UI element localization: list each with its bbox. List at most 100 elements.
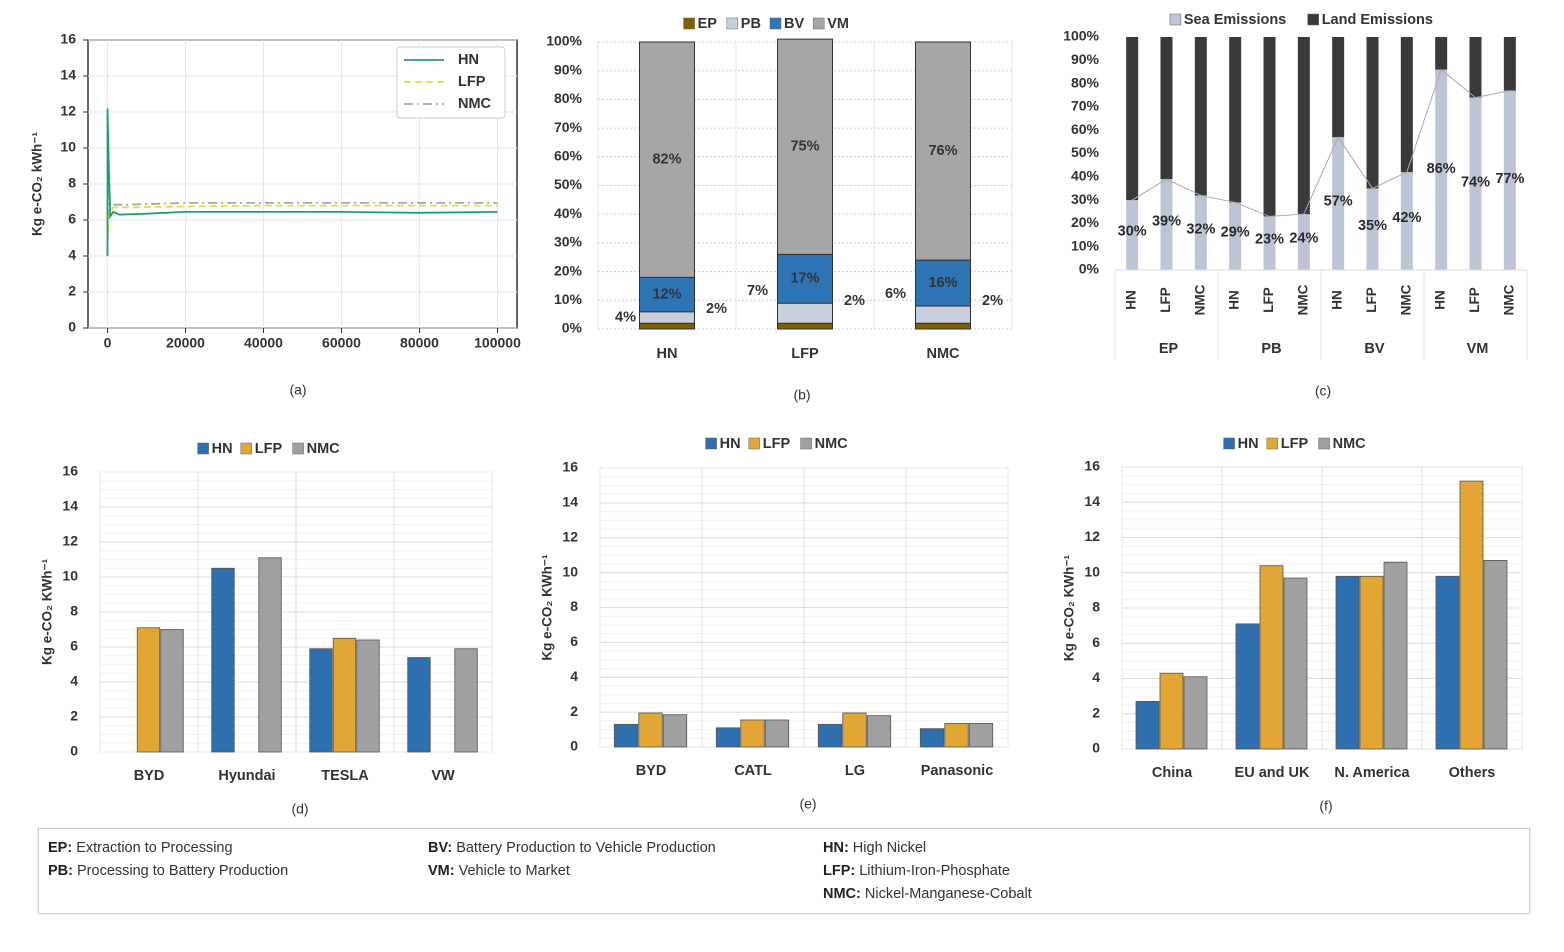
abbreviation-item: PB: Processing to Battery Production <box>48 863 289 879</box>
bar-hn <box>613 723 639 748</box>
legend-label: LFP <box>1281 436 1309 452</box>
bar-hn <box>407 657 431 753</box>
bar-lfp <box>332 637 357 753</box>
panel-caption: (f) <box>1319 798 1332 814</box>
y-tick-label: 14 <box>60 67 76 83</box>
group-label: PB <box>1261 341 1281 357</box>
y-tick-label: 100% <box>546 33 582 49</box>
y-tick-label: 10 <box>60 139 76 155</box>
y-tick-label: 0 <box>70 743 78 759</box>
bar-land-emissions <box>1366 37 1379 189</box>
abbreviation-column: BV: Battery Production to Vehicle Produc… <box>428 837 716 883</box>
x-tick-label: CATL <box>734 763 772 779</box>
y-tick-label: 10 <box>1084 563 1100 579</box>
data-label: 74% <box>1461 174 1490 190</box>
bar-hn <box>1435 575 1460 750</box>
y-tick-label: 30% <box>554 234 583 250</box>
panel-caption: (a) <box>289 382 306 398</box>
y-tick-label: 60% <box>554 148 583 164</box>
legend-label: LFP <box>763 436 791 452</box>
legend-swatch <box>748 437 761 450</box>
legend-item: VM <box>812 16 849 32</box>
y-tick-label: 70% <box>554 119 583 135</box>
bar-bv <box>915 259 971 307</box>
legend-swatch <box>1318 437 1330 450</box>
y-tick-label: 4 <box>70 673 78 689</box>
x-tick-label: Others <box>1449 765 1496 781</box>
abbreviation-item: LFP: Lithium-Iron-Phosphate <box>823 863 1010 879</box>
legend-label: NMC <box>307 441 341 457</box>
abbreviation-column: HN: High Nickel LFP: Lithium-Iron-Phosph… <box>823 837 1032 906</box>
series-line-hn <box>106 108 498 256</box>
data-label: 23% <box>1255 231 1284 247</box>
legend-swatch <box>1169 13 1182 26</box>
y-tick-label: 2 <box>68 283 76 299</box>
bar-pb <box>915 305 971 324</box>
data-label: 76% <box>928 143 957 159</box>
legend-item: NMC <box>1318 436 1366 452</box>
x-tick-label: LFP <box>1158 287 1173 313</box>
data-label: 32% <box>1186 221 1215 237</box>
y-axis-label: Kg e-CO₂ KWh⁻¹ <box>1062 554 1077 661</box>
x-tick-label: LG <box>845 763 865 779</box>
legend-swatch <box>240 442 253 455</box>
data-label: 86% <box>1427 161 1456 177</box>
bar-vm <box>915 41 971 261</box>
bar-ep <box>639 322 695 330</box>
y-tick-label: 90% <box>1071 51 1100 67</box>
bar-vm <box>777 38 833 255</box>
legend-swatch <box>812 17 825 30</box>
legend-swatch <box>1223 437 1235 450</box>
bar-hn <box>309 648 333 753</box>
y-tick-label: 40% <box>1071 168 1100 184</box>
x-tick-label: BYD <box>134 768 165 784</box>
legend-item: NMC <box>292 441 341 457</box>
legend-item: Land Emissions <box>1307 12 1433 28</box>
data-label: 6% <box>885 286 906 302</box>
bar-nmc <box>764 719 790 748</box>
legend-swatch <box>726 17 739 30</box>
bar-hn <box>1235 623 1260 750</box>
bar-sea-emissions <box>1503 90 1516 270</box>
legend-item: HN <box>705 436 741 452</box>
data-label: 2% <box>982 293 1003 309</box>
legend-item: LFP <box>240 441 283 457</box>
y-axis-label: Kg e-CO₂ KWh⁻¹ <box>40 558 55 665</box>
x-tick-label: HN <box>1124 290 1139 310</box>
x-tick-label: 100000 <box>474 335 521 351</box>
legend-label: LFP <box>255 441 283 457</box>
y-tick-label: 90% <box>554 61 583 77</box>
legend-item: HN <box>1223 436 1259 452</box>
y-tick-label: 6 <box>68 211 76 227</box>
bar-nmc <box>1483 560 1508 750</box>
legend-label: NMC <box>815 436 849 452</box>
y-tick-label: 2 <box>570 703 578 719</box>
bar-vm <box>639 41 695 278</box>
legend-swatch <box>197 442 209 455</box>
bar-ep <box>915 322 971 330</box>
legend: Sea Emissions Land Emissions <box>1169 12 1433 28</box>
legend-item: Sea Emissions <box>1169 12 1286 28</box>
y-tick-label: 14 <box>62 498 78 514</box>
legend-swatch <box>292 442 304 455</box>
data-label: 17% <box>790 271 819 287</box>
legend-item: NMC <box>800 436 849 452</box>
abbreviation-item: HN: High Nickel <box>823 840 927 856</box>
bar-sea-emissions <box>1229 202 1242 270</box>
x-tick-label: TESLA <box>321 768 369 784</box>
data-label: 2% <box>844 293 865 309</box>
data-label: 42% <box>1392 210 1421 226</box>
plot-area <box>599 467 1009 748</box>
y-tick-label: 8 <box>70 603 78 619</box>
bar-land-emissions <box>1469 37 1482 98</box>
bar-sea-emissions <box>1366 188 1379 270</box>
y-tick-label: 10 <box>62 568 78 584</box>
bar-hn <box>1335 575 1360 750</box>
x-tick-label: NMC <box>1295 284 1310 315</box>
group-label: BV <box>1364 341 1384 357</box>
bar-lfp <box>1259 565 1284 750</box>
plot-area <box>99 471 493 753</box>
x-tick-label: HN <box>657 346 678 362</box>
bar-lfp <box>1459 480 1484 750</box>
